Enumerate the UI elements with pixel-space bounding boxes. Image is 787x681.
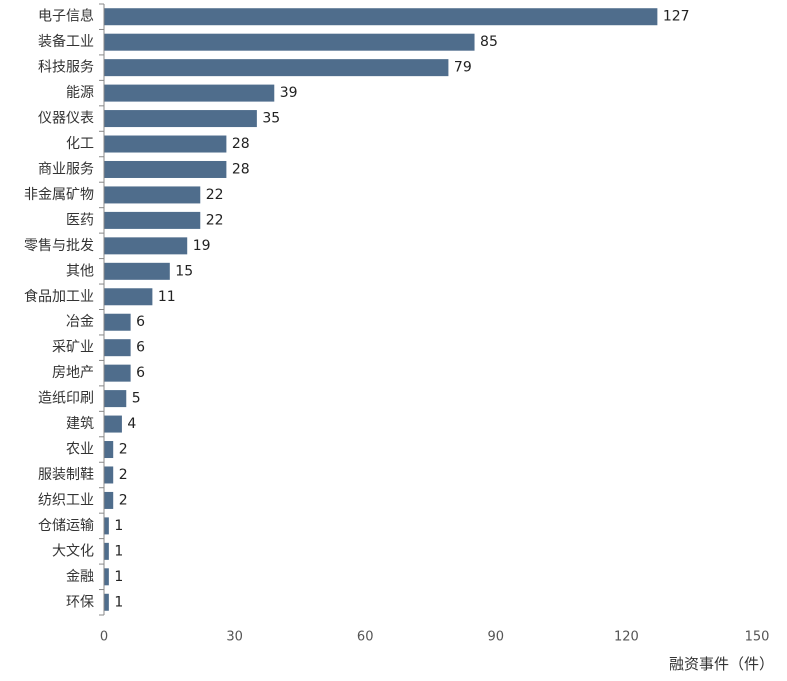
data-label: 1 [114, 569, 123, 585]
category-label: 电子信息 [38, 8, 94, 25]
data-label: 2 [119, 492, 128, 508]
bar [104, 237, 188, 255]
data-label: 22 [206, 212, 224, 228]
category-label: 服装制鞋 [38, 467, 94, 483]
data-label: 6 [136, 314, 145, 330]
category-label: 零售与批发 [24, 238, 94, 254]
data-label: 2 [119, 442, 128, 458]
data-label: 11 [158, 289, 176, 305]
bar [104, 364, 131, 382]
bar [104, 84, 275, 102]
x-tick-label: 120 [614, 630, 639, 645]
category-label: 仪器仪表 [38, 111, 94, 127]
bar [104, 160, 227, 178]
category-label: 造纸印刷 [38, 391, 94, 407]
category-label: 科技服务 [38, 60, 94, 76]
bar [104, 390, 127, 408]
data-label: 2 [119, 467, 128, 483]
bar [104, 262, 170, 280]
category-label: 其他 [66, 263, 94, 279]
data-label: 28 [232, 136, 250, 152]
bar [104, 568, 109, 586]
data-label: 5 [132, 391, 141, 407]
data-label: 1 [114, 543, 123, 559]
category-labels: 电子信息装备工业科技服务能源仪器仪表化工商业服务非金属矿物医药零售与批发其他食品… [24, 8, 94, 611]
bar [104, 491, 114, 509]
category-label: 装备工业 [38, 33, 94, 50]
data-label: 4 [127, 416, 136, 432]
bar [104, 466, 114, 484]
category-label: 冶金 [66, 314, 94, 330]
data-label: 28 [232, 161, 250, 177]
data-label: 1 [114, 518, 123, 534]
bars-group [104, 8, 658, 611]
bar [104, 135, 227, 153]
bar [104, 211, 201, 229]
category-label: 非金属矿物 [24, 187, 94, 203]
x-tick-label: 30 [226, 630, 243, 645]
data-label: 1 [114, 594, 123, 610]
bar [104, 288, 153, 306]
x-tick-label: 60 [357, 630, 374, 645]
data-label: 19 [193, 238, 211, 254]
data-label: 79 [454, 60, 472, 76]
data-label: 35 [262, 111, 280, 127]
category-label: 医药 [66, 212, 94, 228]
bar [104, 339, 131, 357]
x-tick-label: 90 [488, 630, 505, 645]
data-label: 22 [206, 187, 224, 203]
category-label: 农业 [66, 442, 94, 458]
category-label: 房地产 [52, 365, 94, 381]
bar [104, 517, 109, 535]
x-tick-label: 0 [100, 630, 108, 645]
category-label: 采矿业 [52, 340, 94, 356]
bar [104, 33, 475, 51]
category-label: 食品加工业 [24, 288, 94, 305]
category-label: 能源 [66, 85, 94, 101]
x-axis-title: 融资事件（件） [669, 655, 774, 673]
category-label: 仓储运输 [38, 518, 94, 534]
category-label: 商业服务 [38, 161, 94, 177]
y-axis-ticks [99, 3, 104, 616]
bar [104, 313, 131, 331]
bar [104, 110, 257, 128]
data-label: 85 [480, 34, 498, 50]
bar [104, 186, 201, 204]
bar [104, 415, 122, 433]
category-label: 化工 [66, 136, 94, 152]
data-label: 127 [663, 9, 690, 25]
bar [104, 59, 449, 77]
bar [104, 542, 109, 560]
category-label: 环保 [66, 594, 94, 610]
bar [104, 593, 109, 611]
category-label: 纺织工业 [38, 492, 94, 508]
category-label: 建筑 [66, 416, 94, 432]
x-axis-tick-labels: 0 30 60 90 120 150 [100, 630, 770, 645]
x-tick-label: 150 [745, 630, 770, 645]
data-label: 6 [136, 340, 145, 356]
data-label: 39 [280, 85, 298, 101]
category-label: 金融 [66, 569, 94, 585]
bar [104, 441, 114, 459]
category-label: 大文化 [52, 543, 94, 559]
bar [104, 8, 658, 26]
data-label: 15 [175, 263, 193, 279]
data-label: 6 [136, 365, 145, 381]
